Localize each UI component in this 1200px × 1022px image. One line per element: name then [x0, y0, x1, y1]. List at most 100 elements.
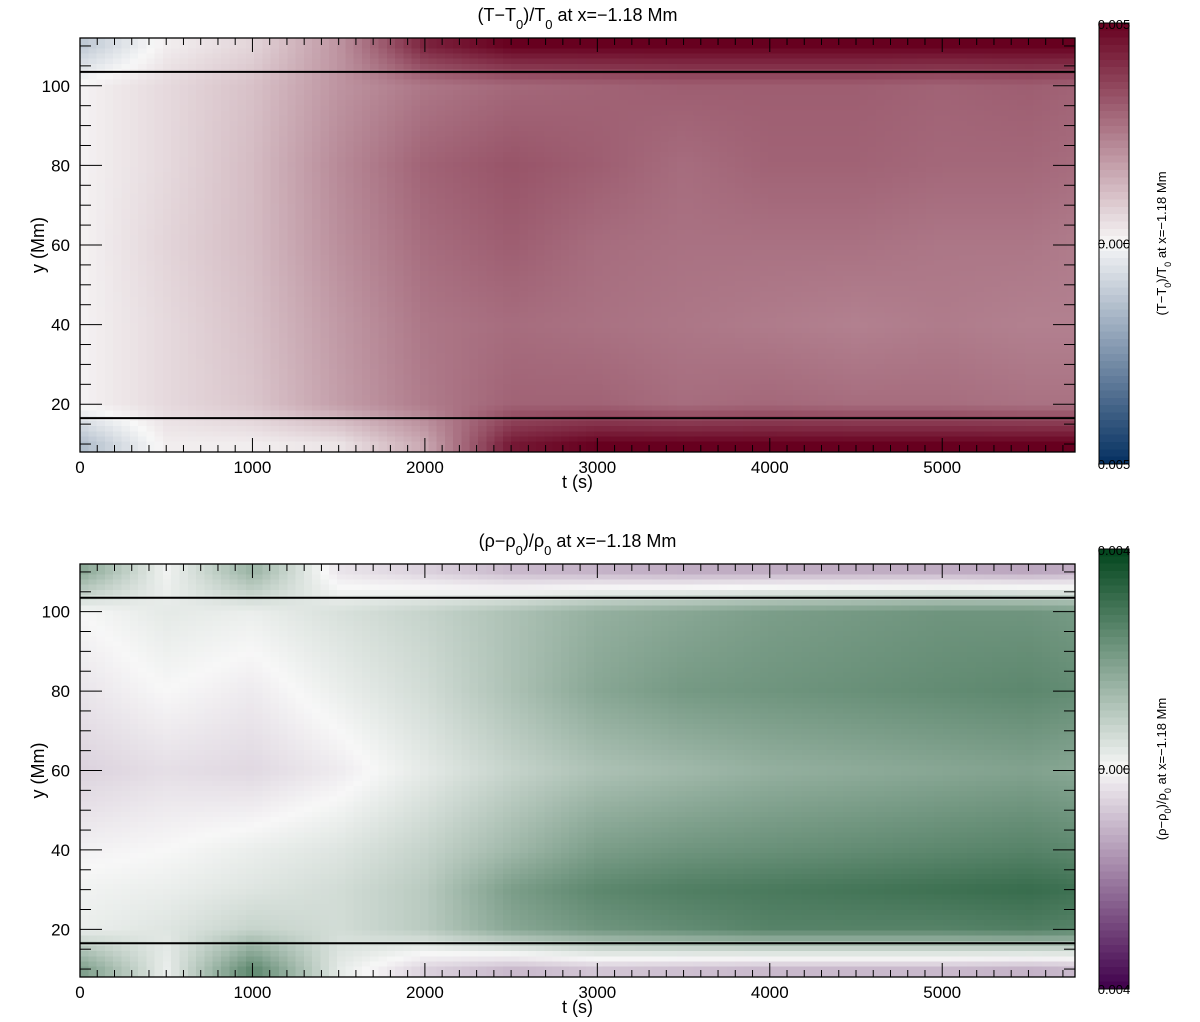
heatmap-cell [544, 53, 554, 60]
heatmap-cell [478, 229, 487, 236]
heatmap-cell [519, 301, 529, 308]
heatmap-cell [270, 410, 280, 417]
heatmap-cell [337, 317, 346, 324]
heatmap-cell [212, 379, 222, 386]
heatmap-cell [444, 312, 454, 319]
heatmap-cell [80, 260, 89, 267]
heatmap-cell [320, 208, 330, 215]
heatmap-cell [187, 146, 197, 153]
heatmap-cell [320, 446, 330, 453]
heatmap-cell [179, 105, 189, 112]
heatmap-cell [494, 43, 504, 49]
heatmap-cell [577, 255, 587, 262]
heatmap-cell [212, 234, 222, 241]
heatmap-cell [154, 141, 164, 148]
heatmap-cell [436, 255, 446, 262]
heatmap-cell [287, 43, 297, 49]
heatmap-cell [395, 301, 404, 308]
heatmap-cell [569, 265, 579, 272]
heatmap-cell [585, 105, 595, 112]
heatmap-cell [411, 291, 421, 298]
heatmap-cell [179, 395, 189, 401]
heatmap-cell [162, 245, 172, 251]
heatmap-cell [245, 105, 255, 112]
heatmap-cell [220, 110, 230, 117]
heatmap-cell [444, 255, 454, 262]
heatmap-cell [312, 224, 322, 231]
heatmap-cell [378, 369, 388, 375]
heatmap-cell [254, 43, 264, 49]
heatmap-cell [502, 436, 512, 443]
heatmap-cell [303, 296, 313, 303]
heatmap-cell [179, 157, 189, 163]
heatmap-cell [536, 203, 545, 210]
heatmap-cell [461, 291, 471, 298]
heatmap-cell [196, 79, 205, 86]
heatmap-cell [96, 420, 106, 427]
heatmap-cell [403, 301, 413, 308]
heatmap-cell [494, 213, 504, 220]
heatmap-cell [552, 198, 562, 205]
heatmap-cell [395, 410, 404, 417]
heatmap-cell [328, 255, 338, 262]
heatmap-cell [552, 125, 562, 132]
heatmap-cell [320, 198, 330, 205]
heatmap-cell [403, 348, 413, 355]
heatmap-cell [461, 379, 471, 386]
heatmap-cell [361, 234, 371, 241]
heatmap-cell [220, 426, 230, 432]
heatmap-cell [436, 426, 446, 432]
heatmap-cell [411, 426, 421, 432]
heatmap-cell [121, 79, 131, 86]
heatmap-cell [370, 322, 380, 329]
heatmap-cell [560, 301, 570, 308]
heatmap-cell [220, 343, 230, 350]
heatmap-cell [154, 276, 164, 282]
heatmap-cell [187, 177, 197, 184]
heatmap-cell [478, 63, 487, 70]
heatmap-cell [279, 270, 288, 277]
heatmap-cell [461, 441, 471, 448]
heatmap-cell [536, 374, 545, 381]
heatmap-cell [569, 395, 579, 401]
heatmap-cell [204, 63, 214, 70]
heatmap-cell [478, 151, 487, 158]
heatmap-cell [196, 89, 205, 96]
heatmap-cell [212, 446, 222, 453]
heatmap-cell [469, 105, 479, 112]
heatmap-cell [171, 110, 181, 117]
heatmap-cell [544, 188, 554, 194]
heatmap-cell [196, 151, 205, 158]
heatmap [80, 38, 1076, 453]
heatmap-cell [486, 79, 496, 86]
heatmap-cell [361, 312, 371, 319]
heatmap-cell [245, 384, 255, 391]
heatmap-cell [113, 410, 123, 417]
heatmap-cell [536, 389, 545, 396]
heatmap-cell [536, 105, 545, 112]
heatmap-cell [279, 167, 288, 174]
heatmap-cell [187, 441, 197, 448]
heatmap-cell [220, 234, 230, 241]
heatmap-cell [254, 296, 264, 303]
heatmap-cell [303, 374, 313, 381]
heatmap-cell [254, 441, 264, 448]
heatmap-cell [386, 338, 396, 344]
heatmap-cell [511, 446, 521, 453]
heatmap-cell [494, 255, 504, 262]
heatmap-cell [552, 58, 562, 65]
heatmap-cell [154, 446, 164, 453]
heatmap-cell [138, 369, 147, 375]
heatmap-cell [204, 353, 214, 360]
heatmap-cell [113, 343, 123, 350]
heatmap-cell [494, 312, 504, 319]
heatmap-cell [536, 136, 545, 143]
heatmap-cell [154, 307, 164, 313]
heatmap-cell [419, 270, 429, 277]
heatmap-cell [361, 245, 371, 251]
heatmap-cell [378, 151, 388, 158]
heatmap-cell [287, 229, 297, 236]
heatmap-cell [419, 379, 429, 386]
heatmap-cell [237, 431, 247, 438]
heatmap-cell [104, 255, 114, 262]
